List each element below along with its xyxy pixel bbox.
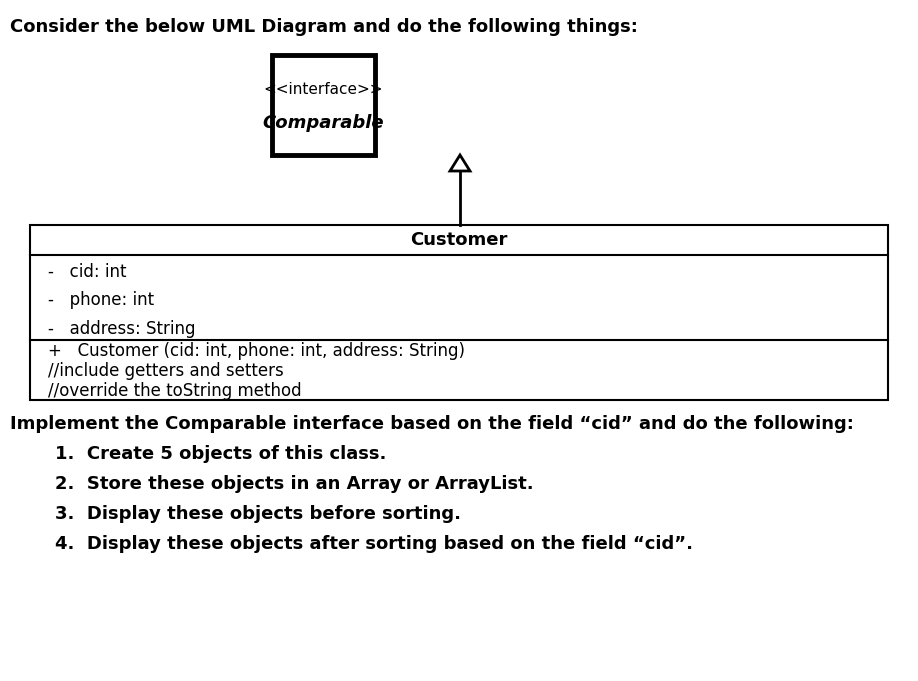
Text: -   cid: int: - cid: int <box>48 263 127 281</box>
Text: -   address: String: - address: String <box>48 319 196 338</box>
Text: 1.  Create 5 objects of this class.: 1. Create 5 objects of this class. <box>55 445 386 463</box>
Text: +   Customer (cid: int, phone: int, address: String): + Customer (cid: int, phone: int, addres… <box>48 342 465 360</box>
Bar <box>272 55 375 155</box>
Text: Comparable: Comparable <box>263 114 385 132</box>
Text: -   phone: int: - phone: int <box>48 291 154 309</box>
Text: <<interface>>: <<interface>> <box>263 82 383 97</box>
Text: 4.  Display these objects after sorting based on the field “cid”.: 4. Display these objects after sorting b… <box>55 535 693 553</box>
Text: Implement the Comparable interface based on the field “cid” and do the following: Implement the Comparable interface based… <box>10 415 854 433</box>
Polygon shape <box>450 155 470 171</box>
Text: 2.  Store these objects in an Array or ArrayList.: 2. Store these objects in an Array or Ar… <box>55 475 533 493</box>
Text: Customer: Customer <box>410 231 508 249</box>
Text: //override the toString method: //override the toString method <box>48 382 302 400</box>
Text: Consider the below UML Diagram and do the following things:: Consider the below UML Diagram and do th… <box>10 18 638 36</box>
Text: 3.  Display these objects before sorting.: 3. Display these objects before sorting. <box>55 505 461 523</box>
Bar <box>30 225 888 400</box>
Text: //include getters and setters: //include getters and setters <box>48 362 284 380</box>
